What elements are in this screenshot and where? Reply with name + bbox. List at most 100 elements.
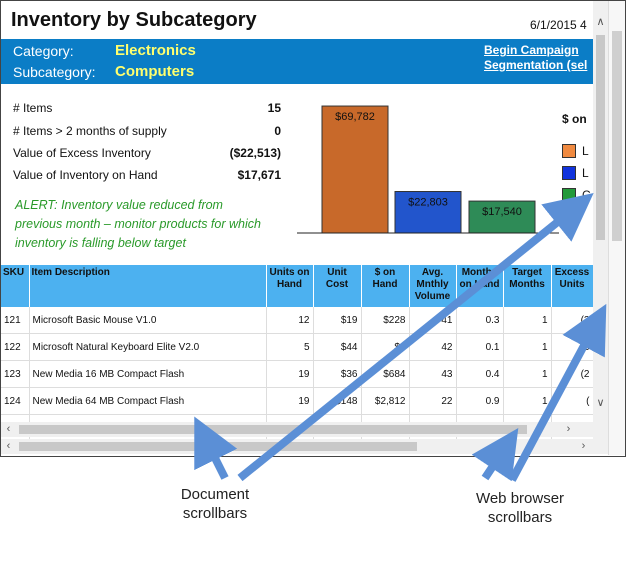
browser-scroll-right-icon[interactable]: › <box>581 440 586 452</box>
stat-label-on-hand-value: Value of Inventory on Hand <box>13 168 158 182</box>
inventory-table: SKU Item Description Units on Hand Unit … <box>1 265 594 442</box>
cell-months: 0.1 <box>456 333 504 361</box>
cell-units: 5 <box>266 333 314 361</box>
col-header-months-on-hand: Months on Hand <box>456 265 504 307</box>
cell-units: 19 <box>266 387 314 415</box>
table-row[interactable]: 121 Microsoft Basic Mouse V1.0 12 $19 $2… <box>1 307 594 334</box>
document-scrollbars-caption: Document scrollbars <box>180 486 250 522</box>
cell-sku: 123 <box>1 360 30 388</box>
cell-sku: 124 <box>1 387 30 415</box>
col-header-units-on-hand: Units on Hand <box>266 265 314 307</box>
stat-value-items: 15 <box>267 101 281 115</box>
cell-unit-cost: $36 <box>313 360 362 388</box>
cell-units: 19 <box>266 360 314 388</box>
col-header-dollars-on-hand: $ on Hand <box>361 265 410 307</box>
outer-window-scrollbar[interactable] <box>608 1 625 455</box>
stat-label-excess-value: Value of Excess Inventory <box>13 146 151 160</box>
legend-swatch-2 <box>562 165 576 180</box>
subcategory-label: Subcategory: <box>13 64 96 80</box>
browser-scrollbars-caption: Web browser scrollbars <box>475 490 565 526</box>
browser-horizontal-thumb[interactable] <box>19 442 417 451</box>
cell-dollars: $228 <box>361 307 410 334</box>
cell-dollars: $684 <box>361 360 410 388</box>
alert-message: ALERT: Inventory value reduced from prev… <box>15 198 261 250</box>
legend-item-3: C <box>562 186 591 204</box>
table-row[interactable]: 122 Microsoft Natural Keyboard Elite V2.… <box>1 333 594 361</box>
stat-value-on-hand-value: $17,671 <box>237 168 281 182</box>
cell-excess: (3 <box>551 333 594 361</box>
cell-months: 0.9 <box>456 387 504 415</box>
scroll-down-icon[interactable]: ∨ <box>596 397 605 409</box>
table-header-row: SKU Item Description Units on Hand Unit … <box>1 265 594 307</box>
cell-excess: ( <box>551 387 594 415</box>
document-horizontal-thumb[interactable] <box>19 425 527 434</box>
category-label: Category: <box>13 43 74 59</box>
col-header-target-months: Target Months <box>503 265 552 307</box>
cell-target: 1 <box>503 333 552 361</box>
chart-data-label-2: $22,803 <box>408 197 448 209</box>
inventory-bar-chart: $69,782 $22,803 $17,540 <box>297 105 559 234</box>
col-header-excess-units: Excess Units <box>551 265 594 307</box>
browser-scroll-left-icon[interactable]: ‹ <box>6 440 11 452</box>
browser-horizontal-scrollbar[interactable]: ‹ › <box>1 439 608 454</box>
col-header-unit-cost: Unit Cost <box>313 265 362 307</box>
col-header-sku: SKU <box>1 265 30 307</box>
filter-header: Category: Electronics Subcategory: Compu… <box>1 39 593 84</box>
chart-data-label-1: $69,782 <box>335 111 375 123</box>
col-header-description: Item Description <box>29 265 267 307</box>
col-header-avg-monthly-volume: Avg. Mnthly Volume <box>409 265 457 307</box>
legend-text-1: L <box>582 143 589 158</box>
cell-excess: (2 <box>551 307 594 334</box>
page-title: Inventory by Subcategory <box>11 9 257 31</box>
cell-dollars: $2,812 <box>361 387 410 415</box>
cell-target: 1 <box>503 360 552 388</box>
stat-value-excess-value: ($22,513) <box>229 146 281 160</box>
report-date: 6/1/2015 4 <box>530 18 587 32</box>
category-value: Electronics <box>115 42 196 59</box>
cell-sku: 121 <box>1 307 30 334</box>
stat-label-items: # Items <box>13 101 53 115</box>
segmentation-link[interactable]: Segmentation (sel <box>484 58 588 72</box>
stat-value-items-supply: 0 <box>274 124 281 138</box>
cell-unit-cost: $19 <box>313 307 362 334</box>
legend-swatch-1 <box>562 143 576 158</box>
scroll-left-icon[interactable]: ‹ <box>6 423 11 435</box>
browser-vertical-thumb[interactable] <box>596 35 605 240</box>
table-row[interactable]: 124 New Media 64 MB Compact Flash 19 $14… <box>1 387 594 415</box>
begin-campaign-link[interactable]: Begin Campaign <box>484 43 579 57</box>
cell-unit-cost: $148 <box>313 387 362 415</box>
chart-bar-1 <box>321 105 389 234</box>
cell-sku: 122 <box>1 333 30 361</box>
cell-excess: (2 <box>551 360 594 388</box>
cell-volume: 42 <box>409 333 457 361</box>
cell-target: 1 <box>503 387 552 415</box>
cell-target: 1 <box>503 307 552 334</box>
cell-months: 0.3 <box>456 307 504 334</box>
scroll-right-icon[interactable]: › <box>566 423 571 435</box>
cell-volume: 22 <box>409 387 457 415</box>
cell-description: New Media 16 MB Compact Flash <box>29 360 267 388</box>
table-row[interactable]: 123 New Media 16 MB Compact Flash 19 $36… <box>1 360 594 388</box>
cell-volume: 41 <box>409 307 457 334</box>
browser-vertical-scrollbar[interactable]: ∧ ∨ <box>593 1 608 439</box>
scroll-up-icon[interactable]: ∧ <box>596 16 605 28</box>
legend-text-2: L <box>582 165 589 180</box>
cell-description: Microsoft Basic Mouse V1.0 <box>29 307 267 334</box>
legend-item-2: L <box>562 164 589 182</box>
cell-dollars: $2 <box>361 333 410 361</box>
chart-data-label-3: $17,540 <box>482 206 522 218</box>
cell-description: New Media 64 MB Compact Flash <box>29 387 267 415</box>
legend-item-1: L <box>562 142 589 160</box>
document-horizontal-scrollbar[interactable]: ‹ › <box>1 422 593 437</box>
cell-months: 0.4 <box>456 360 504 388</box>
stat-label-items-supply: # Items > 2 months of supply <box>13 124 167 138</box>
legend-title: $ on <box>562 112 587 126</box>
legend-swatch-3 <box>562 187 576 202</box>
report-window: Inventory by Subcategory 6/1/2015 4 Cate… <box>0 0 626 457</box>
subcategory-value: Computers <box>115 63 195 80</box>
outer-window-scrollbar-thumb[interactable] <box>612 31 622 241</box>
cell-unit-cost: $44 <box>313 333 362 361</box>
cell-description: Microsoft Natural Keyboard Elite V2.0 <box>29 333 267 361</box>
legend-text-3: C <box>582 187 591 202</box>
cell-volume: 43 <box>409 360 457 388</box>
